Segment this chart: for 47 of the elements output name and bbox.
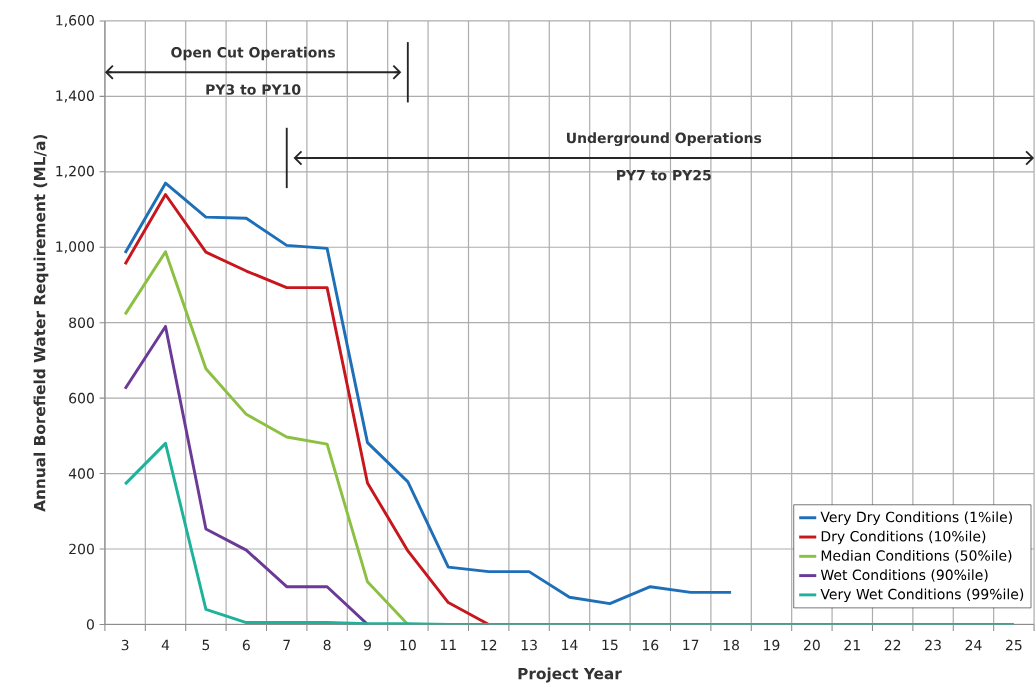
x-tick-label: 13 xyxy=(521,639,537,651)
line-series xyxy=(123,324,369,625)
legend-label: Very Dry Conditions (1%ile) xyxy=(820,511,1012,525)
legend-label: Median Conditions (50%ile) xyxy=(821,549,1012,563)
x-tick-label: 18 xyxy=(723,639,740,651)
x-axis-title: Project Year xyxy=(518,667,622,683)
y-tick-label: 1,600 xyxy=(56,14,94,27)
legend-label: Very Wet Conditions (99%ile) xyxy=(820,588,1024,602)
x-tick-label: 17 xyxy=(683,639,699,650)
legend-label: Dry Conditions (10%ile) xyxy=(821,530,986,545)
x-tick-label: 10 xyxy=(400,639,416,651)
x-tick-label: 12 xyxy=(481,639,497,650)
x-tick-label: 5 xyxy=(202,639,210,650)
y-tick-label: 0 xyxy=(86,618,94,630)
y-tick-label: 600 xyxy=(69,392,94,404)
y-tick-label: 200 xyxy=(69,543,94,555)
x-tick-label: 19 xyxy=(764,639,780,651)
x-tick-label: 23 xyxy=(925,639,941,651)
y-axis-title: Annual Borefield Water Requirement (ML/a) xyxy=(33,134,49,512)
x-tick-label: 8 xyxy=(323,639,331,651)
x-tick-label: 9 xyxy=(363,639,371,651)
line-series xyxy=(123,181,733,605)
x-tick-label: 22 xyxy=(884,639,901,650)
x-tick-label: 20 xyxy=(804,639,820,651)
y-tick-label: 1,400 xyxy=(56,90,94,103)
annotation: PY7 to PY25 xyxy=(617,169,711,181)
x-tick-label: 14 xyxy=(562,639,578,650)
annotation: PY3 to PY10 xyxy=(206,84,301,95)
y-tick-label: 1,000 xyxy=(56,241,94,254)
y-tick-label: 800 xyxy=(69,317,94,328)
x-tick-label: 6 xyxy=(242,639,250,651)
x-tick-label: 3 xyxy=(121,639,129,651)
x-tick-label: 24 xyxy=(965,639,982,650)
x-tick-label: 16 xyxy=(642,639,659,651)
line-series xyxy=(123,192,491,625)
y-tick-label: 400 xyxy=(68,468,94,479)
annotation: Open Cut Operations xyxy=(171,46,335,61)
y-tick-label: 1,200 xyxy=(56,165,94,178)
x-tick-label: 25 xyxy=(1006,639,1022,651)
x-tick-label: 4 xyxy=(161,639,170,650)
x-tick-label: 11 xyxy=(440,639,456,650)
x-tick-label: 21 xyxy=(844,639,860,650)
line-series xyxy=(123,250,410,625)
annotation: Underground Operations xyxy=(567,132,762,146)
legend-label: Wet Conditions (90%ile) xyxy=(820,569,988,582)
x-tick-label: 15 xyxy=(602,639,618,650)
x-tick-label: 7 xyxy=(283,639,290,650)
